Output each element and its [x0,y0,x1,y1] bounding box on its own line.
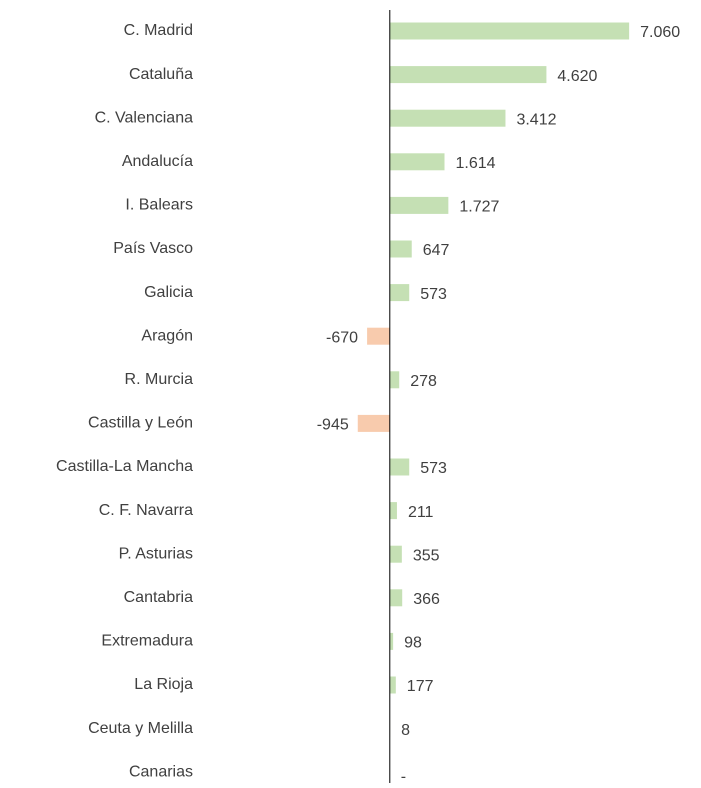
bar [390,459,409,476]
category-label: Andalucía [122,153,193,170]
bar [390,153,445,170]
category-label: C. Madrid [124,22,193,39]
category-label: P. Asturias [119,545,193,562]
bar [358,415,390,432]
data-label: 211 [408,504,434,521]
data-label: 4.620 [557,68,597,85]
data-label: -670 [326,329,358,346]
category-label: Galicia [144,284,193,301]
bar [390,546,402,563]
category-label: País Vasco [113,240,193,257]
category-label: Castilla-La Mancha [56,458,193,475]
category-label: La Rioja [134,676,193,693]
data-label: 573 [420,460,447,477]
data-label: 3.412 [516,111,556,128]
category-label: C. F. Navarra [99,502,193,519]
category-label: Ceuta y Melilla [88,720,193,737]
data-label: 8 [401,722,410,739]
bar [390,502,397,519]
data-label: 278 [410,373,437,390]
bar [390,371,399,388]
bar [390,241,412,258]
category-label: Aragón [141,327,193,344]
data-label: 355 [413,547,440,564]
category-label: Castilla y León [88,415,193,432]
data-label: -945 [317,417,349,434]
data-label: 573 [420,286,447,303]
category-label: Cataluña [129,66,193,83]
data-label: 7.060 [640,24,680,41]
category-label: Extremadura [101,633,193,650]
data-label: 98 [404,635,422,652]
category-label: I. Balears [125,197,193,214]
category-label: R. Murcia [125,371,194,388]
bar [390,66,547,83]
data-label: - [401,768,406,783]
data-label: 647 [423,242,450,259]
data-label: 1.614 [456,155,496,172]
data-label: 1.727 [459,199,499,216]
bar [390,110,506,127]
bar [390,677,396,694]
category-label: Canarias [129,763,193,780]
category-label: C. Valenciana [95,109,194,126]
bar [390,284,409,301]
category-label: Cantabria [124,589,193,606]
data-label: 177 [407,678,434,695]
bar [390,197,449,214]
bar [367,328,390,345]
bar [390,23,629,40]
data-label: 366 [413,591,440,608]
bar [390,589,402,606]
